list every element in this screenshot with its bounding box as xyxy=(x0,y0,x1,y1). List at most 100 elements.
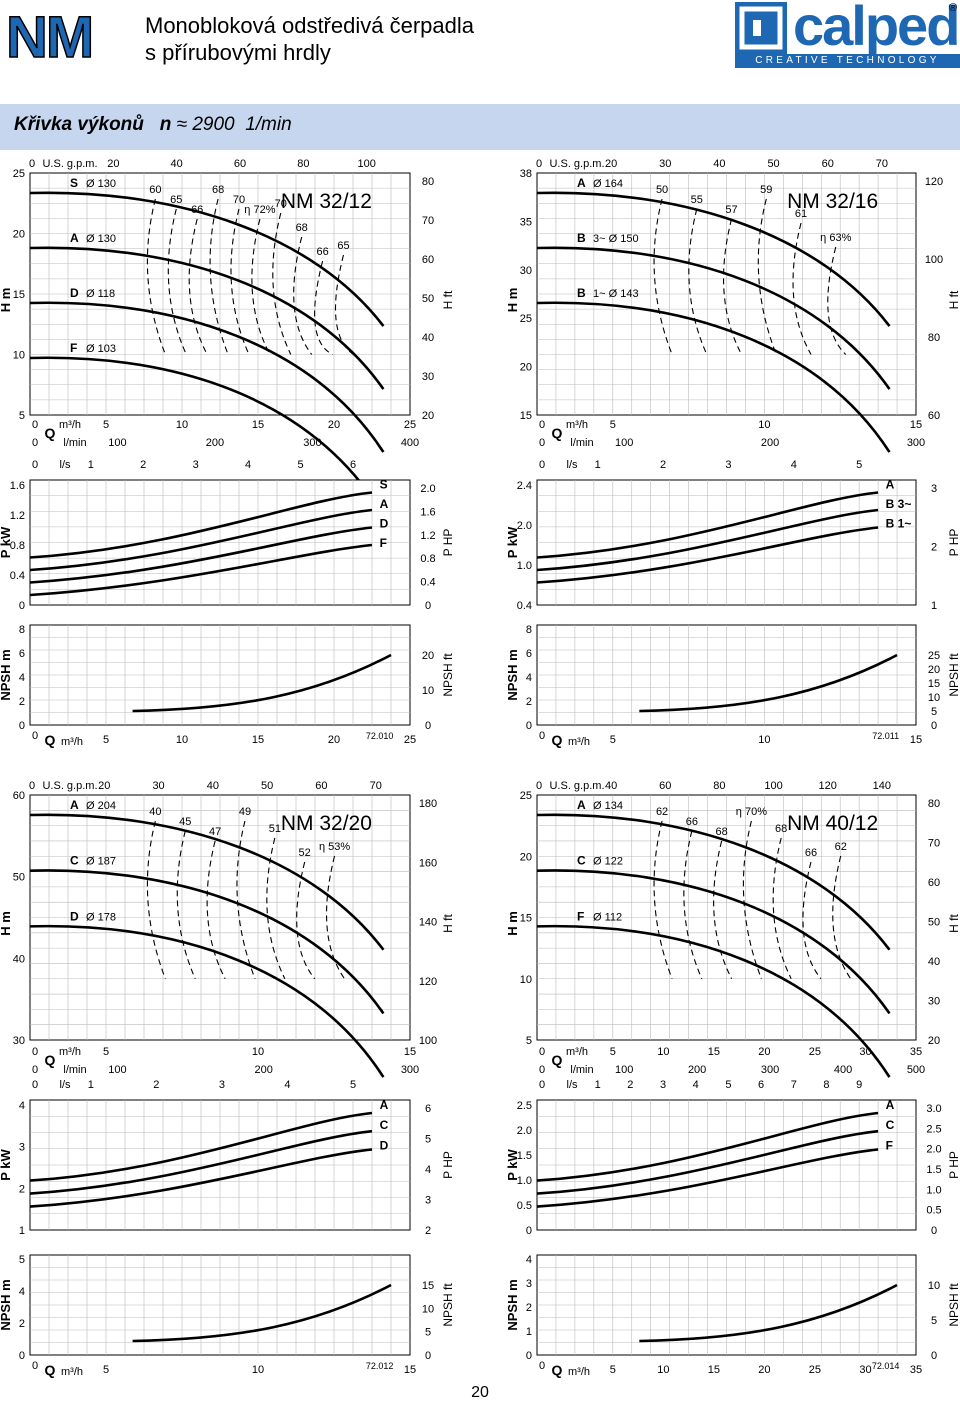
nm40-12-npsh-q-symbol: Q xyxy=(552,1362,563,1378)
nm32-20-eff-curve xyxy=(296,861,316,980)
nm32-20-head-curve xyxy=(29,813,385,951)
nm32-12-impeller-letter: D xyxy=(70,286,79,300)
nm32-12-ls-tick: 1 xyxy=(88,459,94,471)
nm32-12-impeller-letter: F xyxy=(70,341,77,355)
nm40-12-impeller-diameter: Ø 134 xyxy=(593,800,623,812)
nm40-12-npshft-tick: 5 xyxy=(931,1315,937,1327)
nm32-12-ls-tick: 2 xyxy=(140,459,146,471)
nm40-12-npsh-q-unit: m³/h xyxy=(568,1366,590,1378)
nm32-12-ls-tick: 6 xyxy=(350,459,356,471)
nm40-12-p-tick: 1.0 xyxy=(517,1175,532,1187)
nm32-12-power-curve xyxy=(29,491,373,559)
nm32-20-eff-label: 40 xyxy=(149,806,161,818)
nm32-20-h-tick: 40 xyxy=(13,953,25,965)
nm40-12-power-curve-label: F xyxy=(886,1138,893,1152)
nm40-12-impeller-letter: F xyxy=(577,909,584,923)
nm32-12-eff-curve xyxy=(293,236,313,355)
nm32-12-eff-label: 68 xyxy=(296,222,308,234)
nm32-12-power-curve xyxy=(29,508,373,572)
nm32-16-eff-label: 57 xyxy=(725,204,737,216)
nm40-12-lmin-tick: 500 xyxy=(907,1064,925,1076)
nm32-12-head-curve xyxy=(29,356,385,516)
nm32-20-lmin-tick: 200 xyxy=(255,1064,273,1076)
nm32-16-npsh-tick: 2 xyxy=(526,696,532,708)
speed-unit: 1/min xyxy=(245,114,292,135)
nm40-12-hft-tick: 80 xyxy=(928,798,940,810)
nm32-16-q-zero: 0 xyxy=(539,419,545,431)
nm40-12-p-tick: 1.5 xyxy=(517,1150,532,1162)
nm32-16-impeller-letter: B xyxy=(577,231,586,245)
nm32-20-gpm-tick: 0 xyxy=(29,780,35,792)
nm32-12-npsh-q-tick: 25 xyxy=(404,734,416,746)
nm32-12-ls-tick: 4 xyxy=(245,459,251,471)
nm32-16-impeller-letter: B xyxy=(577,286,586,300)
nm40-12-eff-curve xyxy=(772,837,792,979)
nm32-20-q-tick: 10 xyxy=(252,1046,264,1058)
nm32-12-impeller-diameter: Ø 103 xyxy=(86,343,116,355)
nm32-16-hft-axis-label: H ft xyxy=(947,290,960,309)
nm32-20-h-tick: 50 xyxy=(13,872,25,884)
nm32-20-php-tick: 2 xyxy=(425,1225,431,1237)
nm32-12-q-unit: m³/h xyxy=(59,419,81,431)
page-number: 20 xyxy=(471,1384,489,1401)
nm32-16-head-curve xyxy=(536,246,891,390)
nm40-12-h-tick: 5 xyxy=(526,1035,532,1047)
nm32-12-npsh-tick: 4 xyxy=(19,672,25,684)
nm32-12-hft-tick: 70 xyxy=(422,215,434,227)
nm32-16-eff-label: 50 xyxy=(656,184,668,196)
nm32-20-eff-label: 45 xyxy=(179,816,191,828)
nm32-16-gpm-tick: 60 xyxy=(822,158,834,170)
nm40-12-hft-axis-label: H ft xyxy=(947,914,960,933)
nm40-12-q-zero: 0 xyxy=(539,1046,545,1058)
nm32-16-q-tick: 5 xyxy=(610,419,616,431)
nm32-20-ls-zero: 0 xyxy=(32,1079,38,1091)
nm32-20-lmin-zero: 0 xyxy=(32,1064,38,1076)
nm32-16-php-tick: 3 xyxy=(931,483,937,495)
nm32-16-gpm-tick: 40 xyxy=(713,158,725,170)
nm40-12-model-title: NM 40/12 xyxy=(787,812,878,835)
nm40-12-gpm-tick: 0 xyxy=(536,780,542,792)
nm40-12-q-tick: 35 xyxy=(910,1046,922,1058)
nm32-12-gpm-tick: 0 xyxy=(29,158,35,170)
nm32-20-gpm-tick: 50 xyxy=(261,780,273,792)
nm32-12-eff-curve xyxy=(188,218,208,355)
nm40-12-h-tick: 20 xyxy=(520,851,532,863)
nm32-12-lmin-unit: l/min xyxy=(63,437,86,449)
nm40-12-npsh-q-zero: 0 xyxy=(539,1360,545,1372)
nm32-12-npsh-q-zero: 0 xyxy=(32,730,38,742)
nm32-20-ls-tick: 3 xyxy=(219,1079,225,1091)
nm40-12-npshft-tick: 0 xyxy=(931,1350,937,1362)
nm40-12-ls-tick: 6 xyxy=(758,1079,764,1091)
nm40-12-eff-label: 66 xyxy=(805,847,817,859)
nm32-12-p-tick: 0.4 xyxy=(10,570,25,582)
nm32-16-model-title: NM 32/16 xyxy=(787,190,878,213)
nm32-16-gpm-tick: 20 xyxy=(605,158,617,170)
nm32-12-hft-tick: 40 xyxy=(422,332,434,344)
nm32-12-q-symbol: Q xyxy=(45,425,56,441)
nm32-12-npshft-tick: 20 xyxy=(422,650,434,662)
nm32-12-eff-curve xyxy=(251,218,271,355)
nm32-12-eff-label: 70 xyxy=(275,198,287,210)
nm32-12-h-tick: 15 xyxy=(13,289,25,301)
nm32-12-hft-tick: 80 xyxy=(422,176,434,188)
nm40-12-lmin-unit: l/min xyxy=(570,1064,593,1076)
nm32-16-gpm-tick: 30 xyxy=(659,158,671,170)
nm32-12-head-curve xyxy=(29,301,385,453)
nm32-16-q-tick: 10 xyxy=(758,419,770,431)
nm32-16-eff-label: 55 xyxy=(691,194,703,206)
nm32-16-hft-tick: 100 xyxy=(925,254,943,266)
nm40-12-gpm-tick: 60 xyxy=(659,780,671,792)
nm32-20-hft-axis-label: H ft xyxy=(441,914,455,933)
logo-mark xyxy=(735,2,787,54)
nm32-16-h-axis-label: H m xyxy=(505,288,520,313)
nm32-12-npsh-q-unit: m³/h xyxy=(61,736,83,748)
nm32-12-eff-label: 65 xyxy=(337,240,349,252)
nm32-20-gpm-tick: 40 xyxy=(207,780,219,792)
nm40-12-q-symbol: Q xyxy=(552,1052,563,1068)
nm32-16-head-curve xyxy=(536,301,891,453)
nm40-12-php-tick: 0.5 xyxy=(926,1205,941,1217)
nm32-16-power-curve xyxy=(536,526,879,584)
nm32-20-lmin-tick: 100 xyxy=(108,1064,126,1076)
nm40-12-eff-label: 68 xyxy=(716,826,728,838)
